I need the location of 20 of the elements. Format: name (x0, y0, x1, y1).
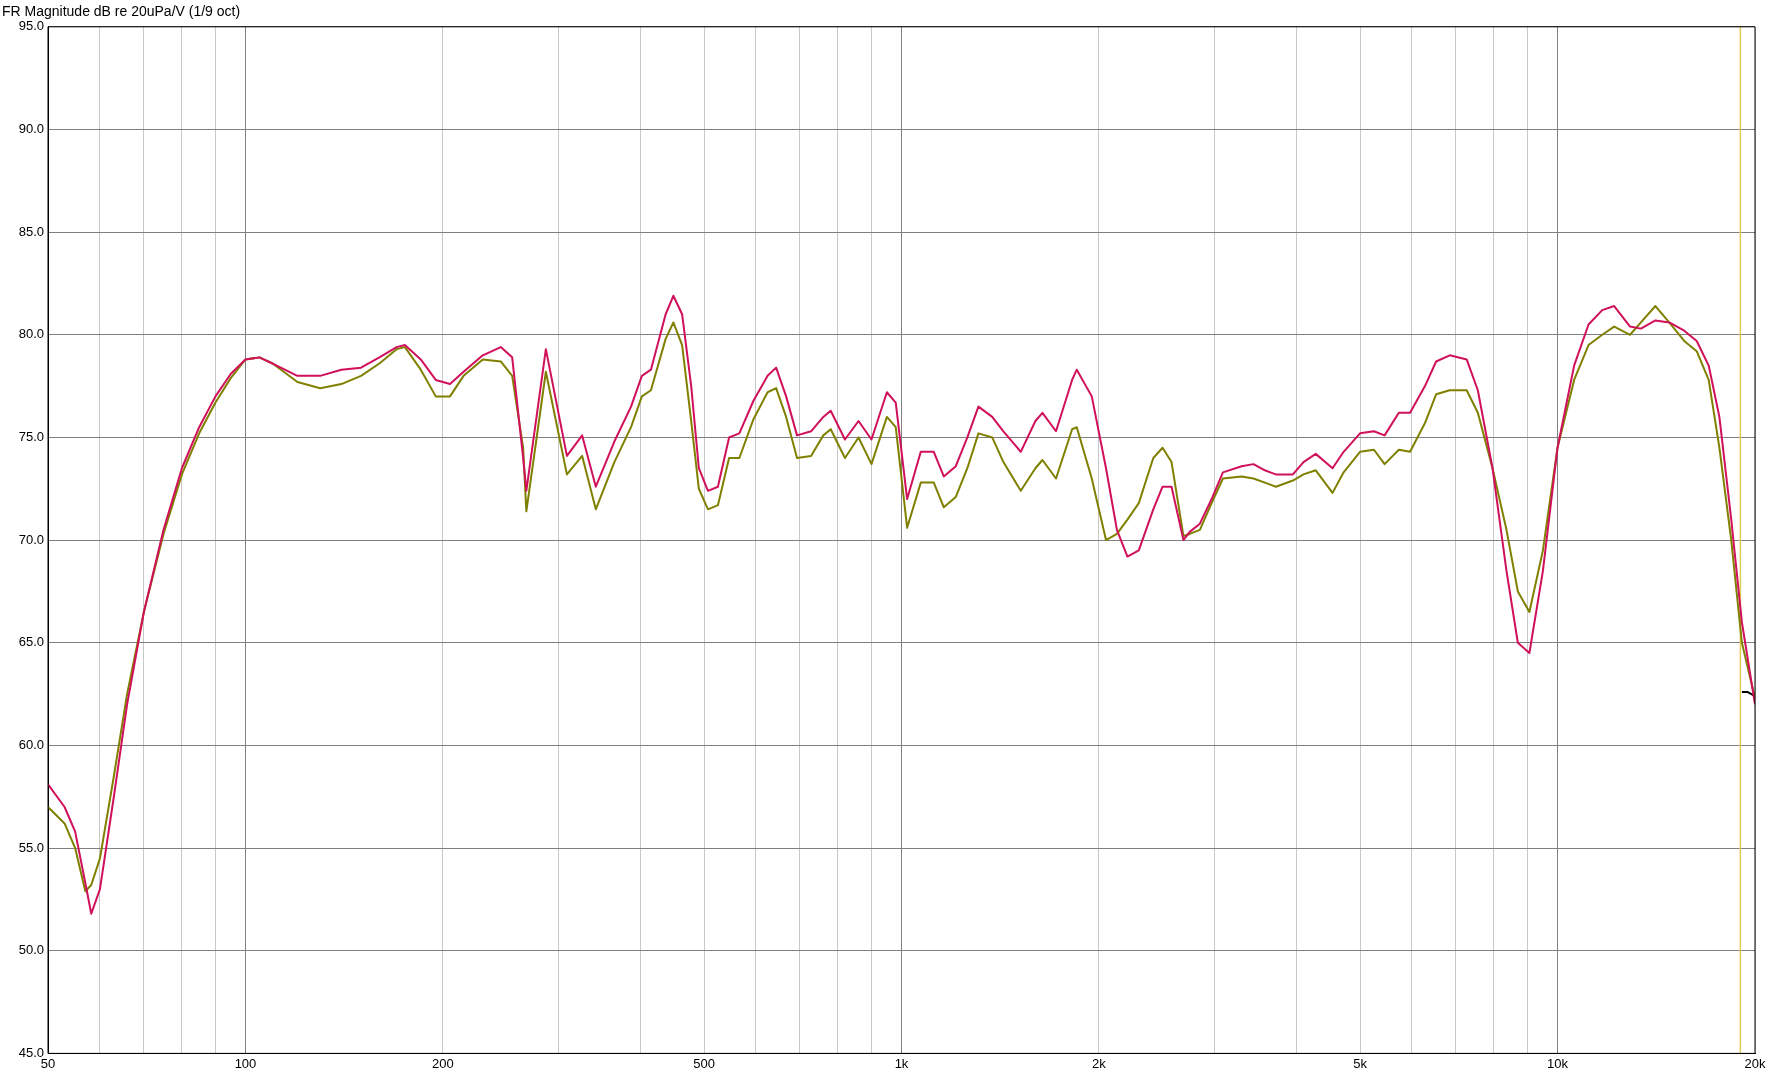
x-tick-label: 100 (234, 1055, 257, 1071)
x-tick-label: 500 (693, 1055, 715, 1071)
x-tick-label: 5k (1353, 1055, 1368, 1071)
x-tick-label: 20k (1744, 1055, 1766, 1071)
y-tick-label: 45.0 (18, 1044, 44, 1060)
y-tick-label: 80.0 (18, 326, 44, 342)
x-tick-label: 200 (432, 1055, 454, 1071)
y-tick-label: 90.0 (18, 121, 44, 137)
y-tick-label: 65.0 (18, 634, 44, 650)
chart-title: FR Magnitude dB re 20uPa/V (1/9 oct) (2, 3, 241, 20)
x-tick-label: 10k (1547, 1055, 1569, 1071)
y-tick-label: 95.0 (18, 18, 44, 34)
x-tick-label: 2k (1092, 1055, 1107, 1071)
y-tick-label: 60.0 (18, 737, 44, 752)
y-tick-label: 70.0 (18, 531, 44, 547)
y-tick-label: 55.0 (18, 839, 44, 855)
y-tick-label: 50.0 (18, 942, 44, 958)
y-tick-label: 75.0 (18, 429, 44, 445)
x-tick-label: 1k (894, 1055, 909, 1071)
y-tick-label: 85.0 (18, 223, 44, 239)
